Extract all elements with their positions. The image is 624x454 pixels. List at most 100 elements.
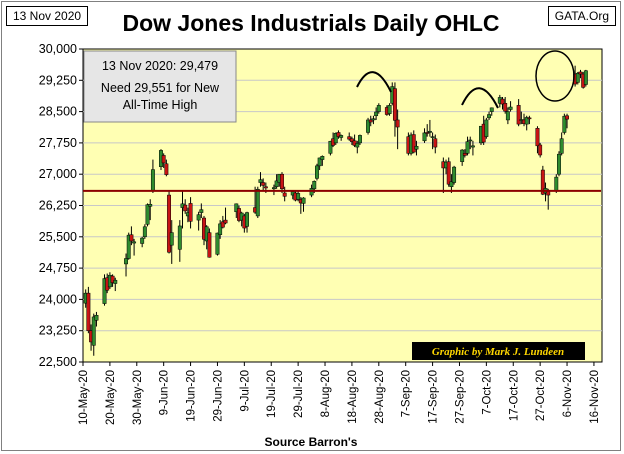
x-tick-label: 10-May-20 xyxy=(78,370,90,425)
candle xyxy=(199,203,204,219)
candle-body xyxy=(245,212,249,227)
candle-body xyxy=(220,221,225,228)
y-tick-label: 30,000 xyxy=(39,42,77,56)
candle xyxy=(142,224,147,239)
candle-body xyxy=(462,153,467,156)
x-tick-label: 7-Sep-20 xyxy=(401,370,413,417)
candle-body xyxy=(349,138,354,142)
candle xyxy=(414,140,419,156)
candle-body xyxy=(524,117,529,125)
candle-body xyxy=(255,188,260,217)
candle xyxy=(559,132,564,156)
candle xyxy=(505,107,510,125)
candle xyxy=(317,157,322,171)
candle-body xyxy=(470,145,475,148)
candle-body xyxy=(199,209,204,213)
candle-body xyxy=(280,173,284,190)
candle-body xyxy=(102,278,107,304)
candle xyxy=(129,226,134,246)
candle xyxy=(188,197,193,229)
candle xyxy=(255,186,260,219)
candle-body xyxy=(411,134,416,153)
candle-body xyxy=(392,88,397,121)
candle-body xyxy=(271,187,276,190)
candle-body xyxy=(167,194,172,253)
candle-body xyxy=(126,234,131,259)
annotation-line-2: Need 29,551 for New xyxy=(101,81,220,95)
annotation-line-1: 13 Nov 2020: 29,479 xyxy=(102,59,218,73)
candle xyxy=(223,207,228,225)
x-tick-label: 27-Oct-20 xyxy=(535,370,547,421)
candle xyxy=(140,236,145,248)
candle-body xyxy=(535,128,540,147)
candle xyxy=(234,203,239,219)
candle xyxy=(565,113,569,129)
candle xyxy=(215,232,220,256)
candle-body xyxy=(465,141,470,154)
candle xyxy=(86,286,91,334)
candle-body xyxy=(320,156,325,160)
candle xyxy=(465,136,470,156)
candle-body xyxy=(328,140,333,154)
candle xyxy=(557,151,561,177)
candle xyxy=(336,130,341,139)
candle-body xyxy=(516,105,521,125)
candle xyxy=(535,126,540,154)
candle xyxy=(578,69,583,79)
candle-body xyxy=(460,149,465,162)
candle-body xyxy=(148,203,153,207)
candle-body xyxy=(387,105,392,114)
x-tick-label: 29-Jun-20 xyxy=(212,370,224,422)
candle-body xyxy=(355,143,360,148)
brand-label: GATA.Org xyxy=(547,6,616,26)
date-label: 13 Nov 2020 xyxy=(6,6,89,26)
candle xyxy=(487,111,492,120)
candle xyxy=(433,134,438,154)
candle-body xyxy=(223,219,228,224)
candle-body xyxy=(430,136,435,138)
candle xyxy=(460,149,465,166)
candle-body xyxy=(129,234,134,242)
candle xyxy=(524,115,529,131)
candle xyxy=(349,136,354,145)
candle xyxy=(148,199,153,221)
candle-body xyxy=(150,169,155,192)
candle xyxy=(245,211,249,233)
x-axis: 10-May-20 20-May-20 30-May-20 9-Jun-20 19-Ju… xyxy=(78,362,601,425)
candle xyxy=(102,274,107,306)
candle xyxy=(271,184,276,196)
source-label: Source Barron's xyxy=(264,435,358,449)
candle xyxy=(177,220,182,262)
candle-body xyxy=(371,118,376,121)
candle xyxy=(538,142,543,158)
credit-label: Graphic by Mark J. Lundeen xyxy=(432,346,564,358)
candle xyxy=(333,132,338,145)
candle-body xyxy=(449,181,454,187)
candle xyxy=(126,232,131,260)
candle xyxy=(328,140,333,156)
y-axis: 30,000 29,250 28,500 27,750 27,000 26,250 25,5… xyxy=(39,42,83,369)
candle xyxy=(167,190,172,254)
candle-body xyxy=(376,105,381,112)
candle xyxy=(145,203,150,227)
y-tick-label: 22,500 xyxy=(39,355,77,369)
chart-title: Dow Jones Industrials Daily OHLC xyxy=(122,10,500,36)
candle xyxy=(91,313,96,356)
candle xyxy=(94,311,99,327)
candle-body xyxy=(446,161,451,185)
candle-body xyxy=(301,197,306,204)
candles xyxy=(83,65,588,356)
candle xyxy=(392,82,397,137)
candle-body xyxy=(94,315,99,321)
candle-body xyxy=(557,153,561,175)
candle xyxy=(296,190,301,202)
candle xyxy=(527,115,532,125)
candle xyxy=(320,155,325,166)
candle-body xyxy=(565,115,569,120)
candle xyxy=(207,228,212,258)
x-tick-label: 16-Nov-20 xyxy=(589,370,601,424)
candle-body xyxy=(261,182,266,186)
candle xyxy=(374,107,379,120)
candle xyxy=(315,163,319,181)
candle-body xyxy=(468,139,473,142)
